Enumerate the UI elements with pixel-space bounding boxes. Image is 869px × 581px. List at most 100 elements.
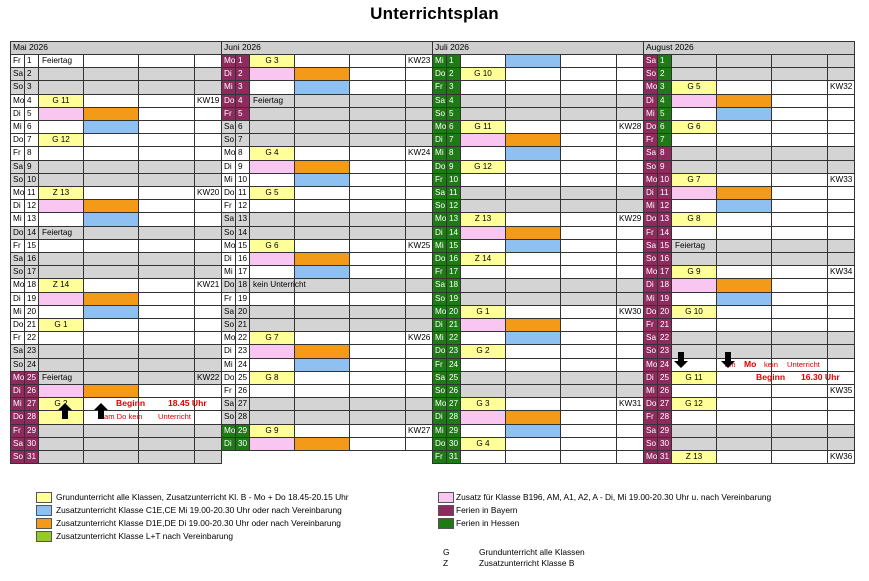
day-number-cell: 16 (24, 252, 39, 266)
empty-cell (138, 239, 195, 253)
weekday-cell: Di (643, 94, 658, 108)
weekday-cell: Mi (432, 54, 447, 68)
empty-cell (194, 173, 222, 187)
beginn-note: Beginn (116, 398, 145, 408)
empty-cell (560, 331, 617, 345)
day-number-cell: 24 (657, 358, 672, 372)
empty-cell (405, 199, 433, 213)
empty-cell (405, 160, 433, 174)
empty-cell (771, 331, 828, 345)
orange-lesson-cell (505, 133, 561, 147)
empty-cell (671, 331, 717, 345)
empty-cell (138, 424, 195, 438)
empty-cell (616, 107, 644, 121)
empty-cell (616, 94, 644, 108)
empty-cell (771, 318, 828, 332)
orange-lesson-cell (505, 318, 561, 332)
day-number-cell: 28 (235, 410, 250, 424)
day-number-cell: 23 (235, 344, 250, 358)
empty-cell (405, 133, 433, 147)
weekday-cell: So (221, 410, 236, 424)
empty-cell (249, 410, 295, 424)
pink-lesson-cell (460, 318, 506, 332)
empty-cell (194, 80, 222, 94)
empty-cell (827, 358, 855, 372)
lesson-cell: G 2 (460, 344, 506, 358)
legend-blue-swatch (36, 505, 52, 516)
empty-cell (827, 344, 855, 358)
legend-z-text: Zusatzunterricht Klasse B (479, 558, 574, 569)
lesson-cell: G 3 (460, 397, 506, 411)
orange-lesson-cell (716, 186, 772, 200)
day-number-cell: 19 (235, 292, 250, 306)
empty-cell (83, 226, 139, 240)
kw-cell: KW24 (405, 146, 433, 160)
day-number-cell: 8 (24, 146, 39, 160)
empty-cell (560, 397, 617, 411)
kw-cell: KW29 (616, 212, 644, 226)
day-number-cell: 22 (446, 331, 461, 345)
weekday-cell: Sa (221, 120, 236, 134)
empty-cell (83, 80, 139, 94)
empty-cell (616, 226, 644, 240)
empty-cell (138, 160, 195, 174)
weekday-cell: Sa (221, 397, 236, 411)
weekday-cell: Fr (432, 80, 447, 94)
empty-cell (294, 424, 350, 438)
empty-cell (716, 133, 772, 147)
weekday-cell: Do (432, 437, 447, 451)
empty-cell (249, 173, 295, 187)
empty-cell (194, 384, 222, 398)
weekday-cell: Fr (10, 239, 25, 253)
empty-cell (138, 67, 195, 81)
empty-cell (771, 107, 828, 121)
day-number-cell: 29 (657, 424, 672, 438)
empty-cell (294, 292, 350, 306)
empty-cell (83, 331, 139, 345)
weekday-cell: Fr (10, 146, 25, 160)
lesson-cell: G 7 (671, 173, 717, 187)
day-number-cell: 21 (235, 318, 250, 332)
lesson-cell: G 10 (460, 67, 506, 81)
empty-cell (83, 239, 139, 253)
empty-cell (616, 358, 644, 372)
empty-cell (349, 186, 406, 200)
day-number-cell: 29 (446, 424, 461, 438)
day-number-cell: 2 (446, 67, 461, 81)
empty-cell (505, 67, 561, 81)
empty-cell (194, 424, 222, 438)
empty-cell (771, 186, 828, 200)
empty-cell (827, 278, 855, 292)
kw-cell: KW28 (616, 120, 644, 134)
empty-cell (405, 397, 433, 411)
empty-cell (616, 384, 644, 398)
empty-cell (38, 437, 84, 451)
empty-cell (405, 212, 433, 226)
day-number-cell: 9 (235, 160, 250, 174)
empty-cell (616, 199, 644, 213)
day-number-cell: 24 (446, 358, 461, 372)
orange-lesson-cell (716, 94, 772, 108)
empty-cell (827, 186, 855, 200)
day-number-cell: 10 (235, 173, 250, 187)
empty-cell (616, 186, 644, 200)
legend-orange-label: Zusatzunterricht Klasse D1E,DE Di 19.00-… (56, 518, 341, 529)
day-number-cell: 9 (446, 160, 461, 174)
empty-cell (249, 358, 295, 372)
empty-cell (83, 67, 139, 81)
empty-cell (716, 424, 772, 438)
empty-cell (616, 410, 644, 424)
empty-cell (194, 450, 222, 464)
empty-cell (771, 80, 828, 94)
day-number-cell: 3 (657, 80, 672, 94)
weekday-cell: Di (643, 278, 658, 292)
empty-cell (405, 265, 433, 279)
day-number-cell: 18 (24, 278, 39, 292)
empty-cell (249, 397, 295, 411)
pink-lesson-cell (38, 384, 84, 398)
empty-cell (827, 424, 855, 438)
empty-cell (83, 186, 139, 200)
weekday-cell: Fr (10, 424, 25, 438)
blue-lesson-cell (294, 358, 350, 372)
day-number-cell: 4 (235, 94, 250, 108)
